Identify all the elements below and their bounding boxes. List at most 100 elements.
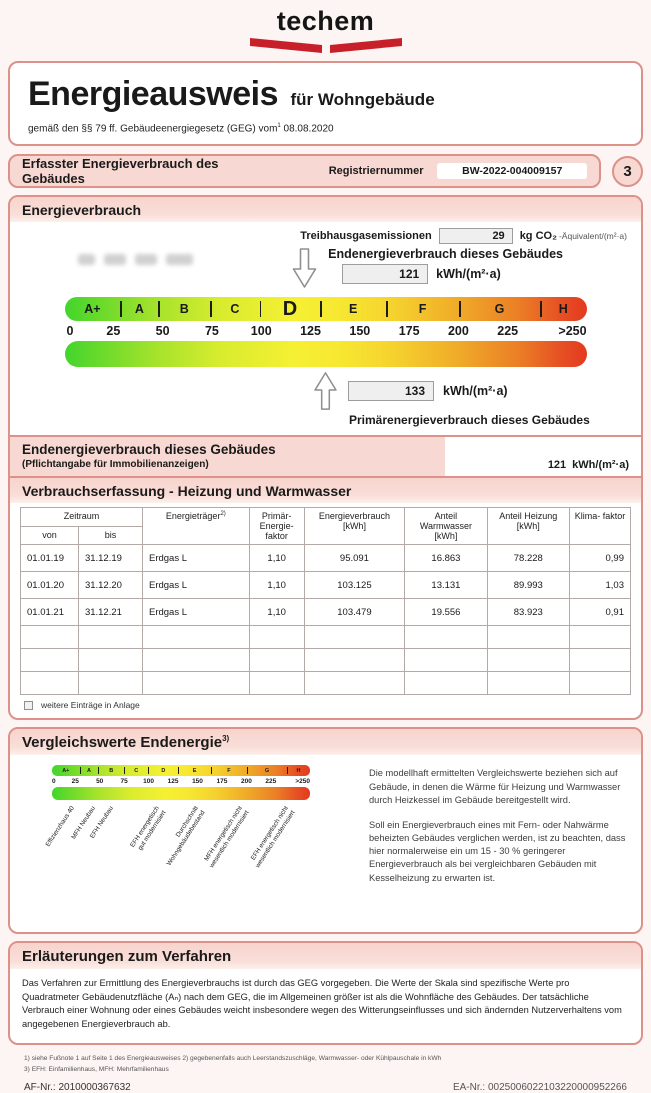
cell-ww: 19.556 bbox=[404, 598, 488, 627]
col-header-zeitraum: Zeitraum bbox=[20, 507, 143, 527]
techem-logo: techem bbox=[276, 6, 375, 36]
table-row: 01.01.19 31.12.19 Erdgas L 1,10 95.091 1… bbox=[20, 544, 632, 573]
erlaeuterungen-section: Erläuterungen zum Verfahren Das Verfahre… bbox=[8, 941, 643, 1046]
scale-class-f: F bbox=[386, 297, 459, 321]
banner-title: Endenergieverbrauch dieses Gebäudes bbox=[22, 442, 276, 458]
final-energy-value-box: 121 bbox=[342, 264, 429, 285]
registry-bar: Erfasster Energieverbrauch des Gebäudes … bbox=[8, 154, 601, 189]
tick-225: 225 bbox=[497, 324, 519, 339]
mini-class-b: B bbox=[98, 765, 124, 776]
ghg-unit: kg CO₂ bbox=[519, 230, 557, 243]
mini-scale-ticks: 0 25 50 75 100 125 150 175 200 225 >250 bbox=[52, 778, 310, 786]
table-row: 01.01.21 31.12.21 Erdgas L 1,10 103.479 … bbox=[20, 598, 632, 627]
tick-100: 100 bbox=[250, 324, 272, 339]
energy-class-scale: A+ A B C D E F G H 0 25 50 75 100 125 15… bbox=[64, 297, 587, 368]
footnote-line-1: 1) siehe Fußnote 1 auf Seite 1 des Energ… bbox=[24, 1055, 442, 1063]
table-row-empty bbox=[20, 648, 632, 673]
document-title: Energieausweis bbox=[28, 75, 279, 113]
primary-energy-row: 133 kWh/(m²·a) Primärenergieverbrauch di… bbox=[312, 371, 641, 427]
mini-class-h: H bbox=[286, 765, 310, 776]
cell-ww: 16.863 bbox=[404, 544, 488, 573]
tick-125: 125 bbox=[300, 324, 321, 339]
footnote-line-2: 3) EFH: Einfamilienhaus, MFH: Mehrfamili… bbox=[24, 1066, 169, 1074]
cell-verbrauch: 95.091 bbox=[303, 544, 406, 573]
energietraeger-text: Energieträger bbox=[165, 511, 221, 522]
mini-scale-gradient-bar bbox=[52, 787, 310, 801]
final-energy-unit: kWh/(m²·a) bbox=[436, 267, 501, 282]
cell-pef: 1,10 bbox=[248, 598, 305, 627]
primary-energy-value-row: 133 kWh/(m²·a) bbox=[312, 371, 641, 411]
scale-gradient-bar bbox=[64, 341, 587, 368]
final-energy-label: Endenergieverbrauch dieses Gebäudes bbox=[328, 247, 563, 262]
section-header-verbrauchserfassung: Verbrauchserfassung - Heizung und Warmwa… bbox=[10, 476, 641, 504]
cell-von: 01.01.21 bbox=[20, 598, 79, 627]
comparison-labels: Effizienzhaus 40 MFH Neubau EFH Neubau E… bbox=[45, 800, 310, 926]
comparison-body: A+ A B C D E F G H 0 25 50 75 100 125 150 175 20… bbox=[10, 755, 641, 932]
col-header-anteil-warmwasser: Anteil Warmwasser [kWh] bbox=[404, 507, 488, 546]
scale-class-band: A+ A B C D E F G H bbox=[64, 297, 587, 322]
techem-logo-underline-icon bbox=[249, 38, 402, 53]
tick-150: 150 bbox=[349, 324, 371, 339]
more-entries-row: weitere Einträge in Anlage bbox=[10, 695, 641, 718]
cell-bis: 31.12.19 bbox=[77, 544, 143, 573]
consumption-top: Treibhausgasemissionen 29 kg CO₂ -Äquiva… bbox=[10, 222, 641, 291]
law-reference: gemäß den §§ 79 ff. Gebäudeenergiegesetz… bbox=[28, 123, 623, 134]
banner-value: 121 bbox=[547, 459, 567, 472]
law-date: 08.08.2020 bbox=[283, 123, 334, 135]
page-number-badge: 3 bbox=[612, 155, 643, 187]
mini-class-d: D bbox=[148, 765, 178, 776]
tick-75: 75 bbox=[204, 324, 219, 339]
cell-traeger: Erdgas L bbox=[141, 571, 250, 600]
col-header-klimafaktor: Klima- faktor bbox=[568, 507, 632, 546]
primary-energy-unit: kWh/(m²·a) bbox=[443, 384, 508, 399]
mini-class-e: E bbox=[178, 765, 211, 776]
registry-number-field[interactable]: BW-2022-004009157 bbox=[437, 163, 587, 180]
cell-traeger: Erdgas L bbox=[141, 598, 250, 627]
cell-verbrauch: 103.479 bbox=[303, 598, 406, 627]
scale-class-g: G bbox=[459, 297, 540, 321]
energietraeger-sup: 2) bbox=[220, 511, 226, 518]
tick-50: 50 bbox=[155, 324, 170, 339]
table-header-row: Zeitraum Energieträger2) Primär- Energie… bbox=[20, 507, 632, 546]
scale-tick-labels: 0 25 50 75 100 125 150 175 200 225 >250 bbox=[64, 321, 587, 342]
footer: AF-Nr.: 2010000367632 EA-Nr.: 0025006022… bbox=[24, 1082, 627, 1093]
primary-energy-label: Primärenergieverbrauch dieses Gebäudes bbox=[349, 413, 590, 428]
cell-von: 01.01.20 bbox=[20, 571, 79, 600]
mini-class-a-plus: A+ bbox=[62, 767, 70, 774]
tick-175: 175 bbox=[398, 324, 420, 339]
tick-0: 0 bbox=[66, 324, 74, 339]
scale-class-a: A bbox=[120, 297, 158, 321]
section-header-vergleichswerte: Vergleichswerte Endenergie3) bbox=[10, 729, 641, 756]
cell-klima: 0,99 bbox=[568, 544, 632, 573]
comparison-paragraph-1: Die modellhaft ermittelten Vergleichswer… bbox=[369, 768, 621, 805]
col-header-energieverbrauch: Energieverbrauch [kWh] bbox=[303, 507, 406, 546]
banner-subtitle: (Pflichtangabe für Immobilienanzeigen) bbox=[22, 459, 209, 471]
col-header-primaerfaktor: Primär- Energie- faktor bbox=[248, 507, 305, 546]
col-header-anteil-heizung: Anteil Heizung [kWh] bbox=[486, 507, 570, 546]
banner-value-panel: 121 kWh/(m²·a) bbox=[445, 437, 641, 477]
scale-class-e: E bbox=[320, 297, 386, 321]
registry-row: Erfasster Energieverbrauch des Gebäudes … bbox=[8, 154, 643, 189]
table-row-empty bbox=[20, 625, 632, 650]
cell-klima: 0,91 bbox=[568, 598, 632, 627]
table-row: 01.01.20 31.12.20 Erdgas L 1,10 103.125 … bbox=[20, 571, 632, 600]
more-entries-checkbox[interactable] bbox=[24, 700, 33, 710]
scale-class-b: B bbox=[158, 297, 210, 321]
energieverbrauch-section: Energieverbrauch Treibhausgasemissionen … bbox=[8, 195, 643, 721]
cell-bis: 31.12.20 bbox=[77, 571, 143, 600]
section-header-erlaeuterungen: Erläuterungen zum Verfahren bbox=[10, 943, 641, 970]
vergleichswerte-sup: 3) bbox=[222, 734, 230, 744]
cell-heizung: 78.228 bbox=[486, 544, 570, 573]
tick-250: >250 bbox=[558, 324, 587, 339]
cell-heizung: 83.923 bbox=[486, 598, 570, 627]
document-subtitle: für Wohngebäude bbox=[290, 90, 435, 109]
mini-class-f: F bbox=[210, 765, 247, 776]
comparison-text: Die modellhaft ermittelten Vergleichswer… bbox=[369, 765, 627, 926]
cell-heizung: 89.993 bbox=[486, 571, 570, 600]
ghg-unit-suffix: -Äquivalent/(m²·a) bbox=[558, 231, 627, 242]
ghg-value-box: 29 bbox=[438, 228, 513, 245]
cell-klima: 1,03 bbox=[568, 571, 632, 600]
mini-class-a: A bbox=[79, 765, 99, 776]
cell-bis: 31.12.21 bbox=[77, 598, 143, 627]
